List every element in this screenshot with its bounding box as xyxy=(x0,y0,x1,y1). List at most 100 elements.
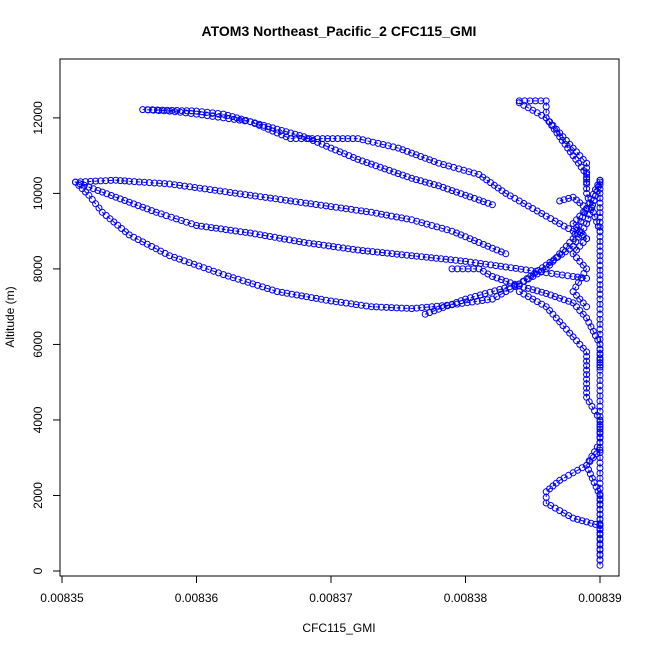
data-point xyxy=(200,264,208,272)
data-point xyxy=(573,303,580,311)
data-point xyxy=(596,204,604,212)
data-point xyxy=(336,148,344,156)
data-point xyxy=(125,198,133,206)
data-point xyxy=(98,188,106,196)
data-point xyxy=(202,223,210,231)
data-point xyxy=(107,176,115,184)
data-point xyxy=(583,173,591,181)
data-point xyxy=(339,244,347,252)
data-point xyxy=(515,97,523,105)
data-point xyxy=(190,260,198,268)
y-tick-label: 2000 xyxy=(31,482,45,509)
data-point xyxy=(596,320,604,328)
data-point xyxy=(583,362,591,370)
data-point xyxy=(337,204,345,212)
data-point xyxy=(584,215,592,223)
data-point xyxy=(210,267,218,275)
data-point xyxy=(488,201,496,209)
data-point xyxy=(473,297,481,305)
data-point xyxy=(583,164,591,172)
data-point xyxy=(139,106,147,114)
data-point xyxy=(134,202,142,210)
data-point xyxy=(421,310,429,318)
data-point xyxy=(388,212,395,220)
data-point xyxy=(354,155,362,163)
data-point xyxy=(246,191,254,199)
data-point xyxy=(85,183,93,191)
data-point xyxy=(472,259,480,267)
data-point xyxy=(358,157,366,165)
data-point xyxy=(393,304,401,312)
data-point xyxy=(282,128,290,136)
data-point xyxy=(475,239,483,246)
data-point xyxy=(295,238,303,246)
data-point xyxy=(278,288,286,296)
data-point xyxy=(211,186,219,194)
data-point xyxy=(596,545,604,553)
data-point xyxy=(596,387,604,395)
data-point xyxy=(231,189,239,197)
data-point xyxy=(569,514,577,522)
data-point xyxy=(229,274,237,282)
data-point xyxy=(130,200,138,208)
data-point xyxy=(352,301,360,309)
data-point xyxy=(323,142,330,150)
data-point xyxy=(359,136,367,144)
data-point xyxy=(463,299,471,307)
data-point xyxy=(385,166,393,174)
data-point xyxy=(334,243,342,251)
data-point xyxy=(418,253,425,261)
data-point xyxy=(430,158,438,165)
data-point xyxy=(496,286,504,293)
data-point xyxy=(236,116,243,124)
data-point xyxy=(522,266,530,274)
data-point xyxy=(548,270,556,277)
data-point xyxy=(502,263,510,271)
data-point xyxy=(488,295,496,303)
data-point xyxy=(418,304,426,312)
data-point xyxy=(482,260,490,268)
data-point xyxy=(506,279,514,287)
data-point xyxy=(484,199,492,207)
data-point xyxy=(201,185,209,193)
data-point xyxy=(130,178,138,186)
data-point xyxy=(588,204,596,212)
data-point xyxy=(349,154,357,161)
data-point xyxy=(155,107,163,114)
data-point xyxy=(195,262,203,270)
data-point xyxy=(139,203,147,211)
data-point xyxy=(251,230,259,238)
data-point xyxy=(596,363,604,371)
data-point xyxy=(488,244,496,252)
data-point xyxy=(241,191,249,199)
data-point xyxy=(378,249,386,257)
data-point xyxy=(497,276,505,284)
data-point xyxy=(254,281,262,289)
data-point xyxy=(585,466,592,474)
data-point xyxy=(307,200,315,208)
series-line xyxy=(75,181,587,279)
data-point xyxy=(325,242,333,250)
data-point xyxy=(462,295,469,303)
data-point xyxy=(479,198,487,206)
data-point xyxy=(596,397,604,405)
data-point xyxy=(596,325,604,333)
data-point xyxy=(596,310,604,318)
data-point xyxy=(596,350,604,357)
data-point xyxy=(305,135,313,143)
data-point xyxy=(372,303,380,311)
data-point xyxy=(374,248,381,256)
data-point xyxy=(302,199,310,207)
series-line xyxy=(559,196,588,308)
data-point xyxy=(450,163,458,171)
data-point xyxy=(586,210,593,218)
data-point xyxy=(596,525,604,532)
data-point xyxy=(281,235,288,243)
data-point xyxy=(593,218,601,226)
data-point xyxy=(412,176,420,184)
data-point xyxy=(583,185,591,193)
data-point xyxy=(399,146,407,154)
data-point xyxy=(430,181,438,189)
data-point xyxy=(453,229,460,237)
data-point xyxy=(263,285,271,292)
